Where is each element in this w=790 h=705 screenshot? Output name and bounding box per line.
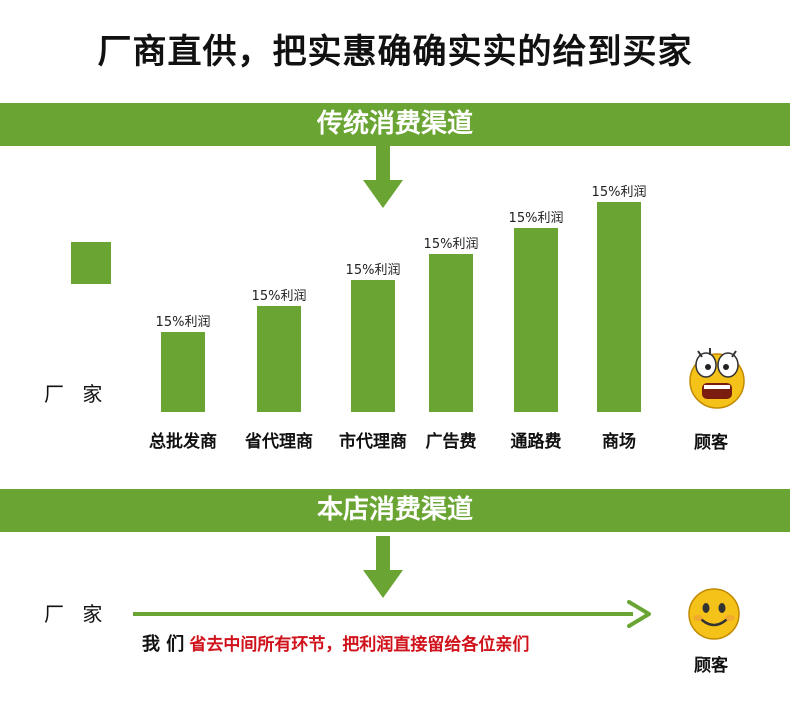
scared-face-icon (689, 348, 745, 409)
customer-label: 顾客 (694, 656, 728, 676)
channel-label: 通路费 (510, 432, 562, 452)
banner-store-channel: 本店消费渠道 (0, 489, 790, 532)
channel-label: 市代理商 (339, 432, 407, 452)
down-arrow-icon (363, 536, 403, 600)
channel-bar (597, 202, 641, 412)
manufacturer-label: 厂 家 (44, 602, 109, 626)
channel-label: 商场 (602, 432, 636, 452)
channel-label: 广告费 (425, 432, 477, 452)
channel-label: 总批发商 (149, 432, 217, 452)
store-note: 我 们 省去中间所有环节，把利润直接留给各位亲们 (142, 630, 529, 656)
page-headline: 厂商直供，把实惠确确实实的给到买家 (97, 32, 693, 72)
profit-label: 15%利润 (345, 263, 401, 278)
profit-label: 15%利润 (155, 315, 211, 330)
profit-label: 15%利润 (251, 289, 307, 304)
note-body: 省去中间所有环节，把利润直接留给各位亲们 (189, 635, 530, 655)
down-arrow-icon (363, 146, 403, 210)
banner-traditional-channel: 传统消费渠道 (0, 103, 790, 146)
happy-face-icon (688, 588, 740, 640)
manufacturer-label: 厂 家 (44, 382, 109, 406)
right-arrow-icon (133, 600, 653, 628)
customer-label: 顾客 (694, 433, 728, 453)
channel-label: 省代理商 (245, 432, 313, 452)
channel-bar (161, 332, 205, 412)
channel-bar (351, 280, 395, 412)
manufacturer-block (71, 242, 111, 284)
note-prefix: 我 们 (142, 634, 185, 655)
channel-bar (257, 306, 301, 412)
profit-label: 15%利润 (423, 237, 479, 252)
channel-bar (514, 228, 558, 412)
channel-bar (429, 254, 473, 412)
profit-label: 15%利润 (591, 185, 647, 200)
profit-label: 15%利润 (508, 211, 564, 226)
